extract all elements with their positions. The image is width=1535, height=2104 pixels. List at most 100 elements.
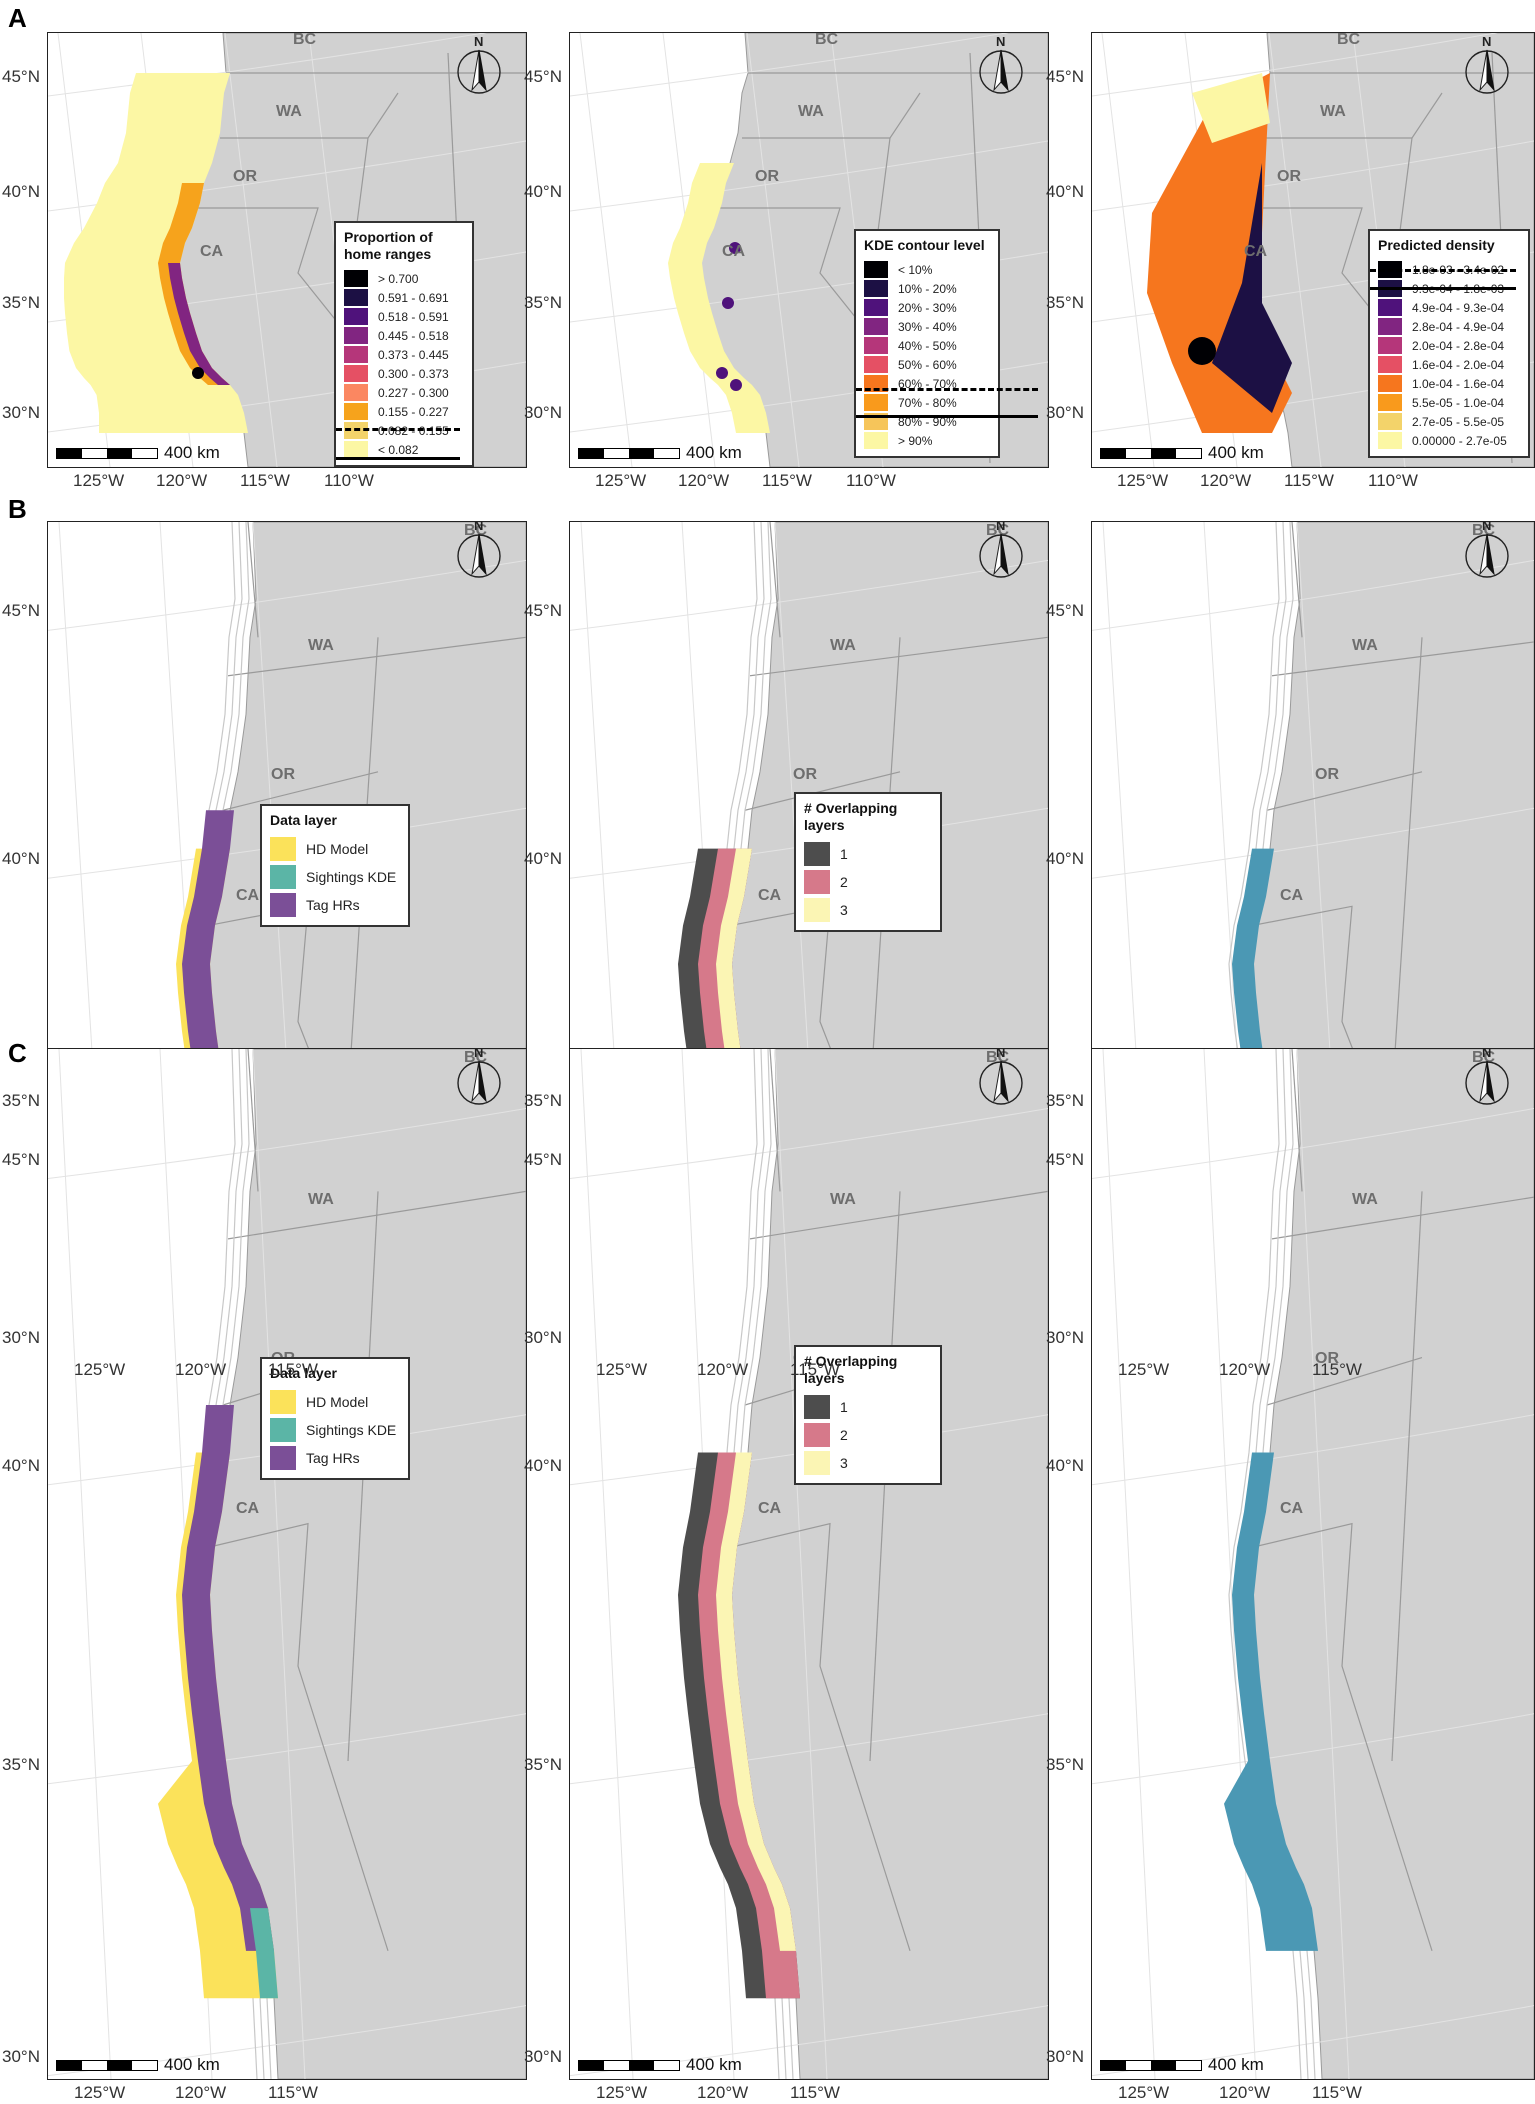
legend-swatch — [864, 299, 888, 316]
lon-tick-label: 115°W — [790, 2083, 840, 2102]
lat-tick-label: 35°N — [524, 1091, 562, 1111]
legend-swatch — [804, 1395, 830, 1419]
legend-item: Sightings KDE — [270, 1416, 400, 1444]
legend-item-label: 70% - 80% — [898, 395, 957, 410]
lon-tick-label: 125°W — [74, 2083, 126, 2102]
state-label-wa: WA — [276, 103, 302, 120]
state-borders — [1251, 1049, 1534, 1952]
north-letter: N — [996, 34, 1006, 49]
legend-item: 2.8e-04 - 4.9e-04 — [1378, 317, 1520, 336]
legend-item-label: 30% - 40% — [898, 319, 957, 334]
legend-item-label: 0.155 - 0.227 — [378, 404, 449, 419]
lat-tick-label: 30°N — [524, 1327, 562, 1347]
kde-outer — [668, 163, 770, 433]
legend-swatch — [344, 270, 368, 287]
north-letter: N — [474, 1048, 484, 1060]
lat-tick-label: 40°N — [524, 849, 562, 869]
legend-overlap: # Overlapping layers 1 2 3 — [794, 792, 942, 932]
legend-item: 1.6e-04 - 2.0e-04 — [1378, 355, 1520, 374]
legend-swatch — [864, 356, 888, 373]
legend-item-label: 0.300 - 0.373 — [378, 366, 449, 381]
lon-tick-label: 120°W — [697, 2083, 749, 2102]
north-letter: N — [1482, 521, 1492, 533]
legend-swatch — [270, 1390, 296, 1414]
legend-swatch — [270, 893, 296, 917]
lat-tick-label: 40°N — [2, 182, 40, 201]
state-label-ca: CA — [758, 887, 782, 905]
legend-item: Tag HRs — [270, 1444, 400, 1472]
legend-item: 0.518 - 0.591 — [344, 307, 464, 326]
scale-bar: 400 km — [56, 443, 220, 463]
north-letter: N — [474, 521, 484, 533]
lon-tick-label: 110°W — [1368, 471, 1418, 490]
north-arrow-icon: N — [454, 1049, 504, 1109]
lat-tick-label: 35°N — [524, 293, 562, 312]
legend-item: 70% - 80% — [864, 393, 990, 412]
legend-item: 2.0e-04 - 2.8e-04 — [1378, 336, 1520, 355]
row-label-b: B — [8, 494, 27, 524]
legend-title: Predicted density — [1378, 237, 1495, 253]
state-label-wa: WA — [830, 1191, 856, 1209]
legend-item-label: HD Model — [306, 1394, 369, 1410]
north-arrow-icon: N — [1462, 34, 1512, 98]
state-label-wa: WA — [1320, 103, 1346, 120]
north-arrow-icon: N — [1462, 522, 1512, 582]
map-panel-c-consensus: BC WA OR CA N 400 km — [1091, 1048, 1535, 2080]
lon-tick-label: 120°W — [678, 471, 730, 490]
north-letter: N — [996, 1048, 1006, 1060]
lon-tick-label: 125°W — [1117, 471, 1169, 490]
legend-item: 1 — [804, 1393, 932, 1421]
legend-swatch — [270, 1446, 296, 1470]
north-letter: N — [1482, 1048, 1492, 1060]
legend-kde: KDE contour level < 10% 10% - 20% 20% - 30%… — [854, 229, 1000, 458]
state-label-wa: WA — [830, 637, 856, 655]
lat-tick-label: 45°N — [524, 601, 562, 621]
kde-hotspot — [722, 297, 734, 309]
legend-density: Predicted density 1.8e-03 - 3.4e-02 9.3e-0… — [1368, 229, 1530, 458]
lat-tick-label: 45°N — [1046, 67, 1084, 86]
consensus-area — [1224, 1452, 1318, 1951]
density-low — [1192, 73, 1270, 143]
state-label-or: OR — [1315, 1350, 1339, 1368]
legend-item: 4.9e-04 - 9.3e-04 — [1378, 298, 1520, 317]
scale-bar-label: 400 km — [686, 2055, 742, 2074]
legend-item: 0.300 - 0.373 — [344, 364, 464, 383]
lat-tick-label: 45°N — [524, 1149, 562, 1169]
row-label-c: C — [8, 1038, 27, 1068]
legend-item: Sightings KDE — [270, 863, 400, 891]
lat-tick-label: 30°N — [2, 1327, 40, 1347]
kde-hotspot — [730, 379, 742, 391]
legend-swatch — [1378, 356, 1402, 373]
lat-tick-label: 30°N — [1046, 1327, 1084, 1347]
row-label-a: A — [8, 3, 27, 33]
graticule — [1092, 1049, 1534, 2079]
legend-item: < 10% — [864, 260, 990, 279]
lon-tick-label: 115°W — [1312, 1360, 1362, 1379]
lon-tick-label: 125°W — [596, 2083, 648, 2102]
map-canvas — [48, 1049, 526, 2079]
north-letter: N — [474, 34, 484, 49]
map-canvas — [1092, 1049, 1534, 2079]
threshold-solid-line — [856, 415, 1038, 418]
lat-tick-label: 35°N — [1046, 1754, 1084, 1774]
legend-swatch — [270, 1418, 296, 1442]
lat-tick-label: 35°N — [1046, 293, 1084, 312]
legend-item: HD Model — [270, 1388, 400, 1416]
tag-hr-area — [182, 1404, 274, 1951]
lon-tick-label: 120°W — [1200, 471, 1252, 490]
legend-swatch — [344, 384, 368, 401]
legend-item-label: 1 — [840, 1399, 848, 1415]
legend-home-ranges: Proportion of home ranges > 0.700 0.591 - … — [334, 221, 474, 467]
state-label-ca: CA — [722, 243, 746, 260]
legend-item-label: < 10% — [898, 262, 933, 277]
state-label-ca: CA — [1244, 243, 1268, 260]
legend-item: > 0.700 — [344, 269, 464, 288]
legend-swatch — [864, 337, 888, 354]
scale-bar: 400 km — [56, 2055, 220, 2075]
state-label-wa: WA — [308, 637, 334, 655]
map-canvas — [1092, 33, 1534, 467]
lat-tick-label: 45°N — [2, 67, 40, 86]
legend-item-label: 0.445 - 0.518 — [378, 328, 449, 343]
north-arrow-icon: N — [454, 34, 504, 98]
